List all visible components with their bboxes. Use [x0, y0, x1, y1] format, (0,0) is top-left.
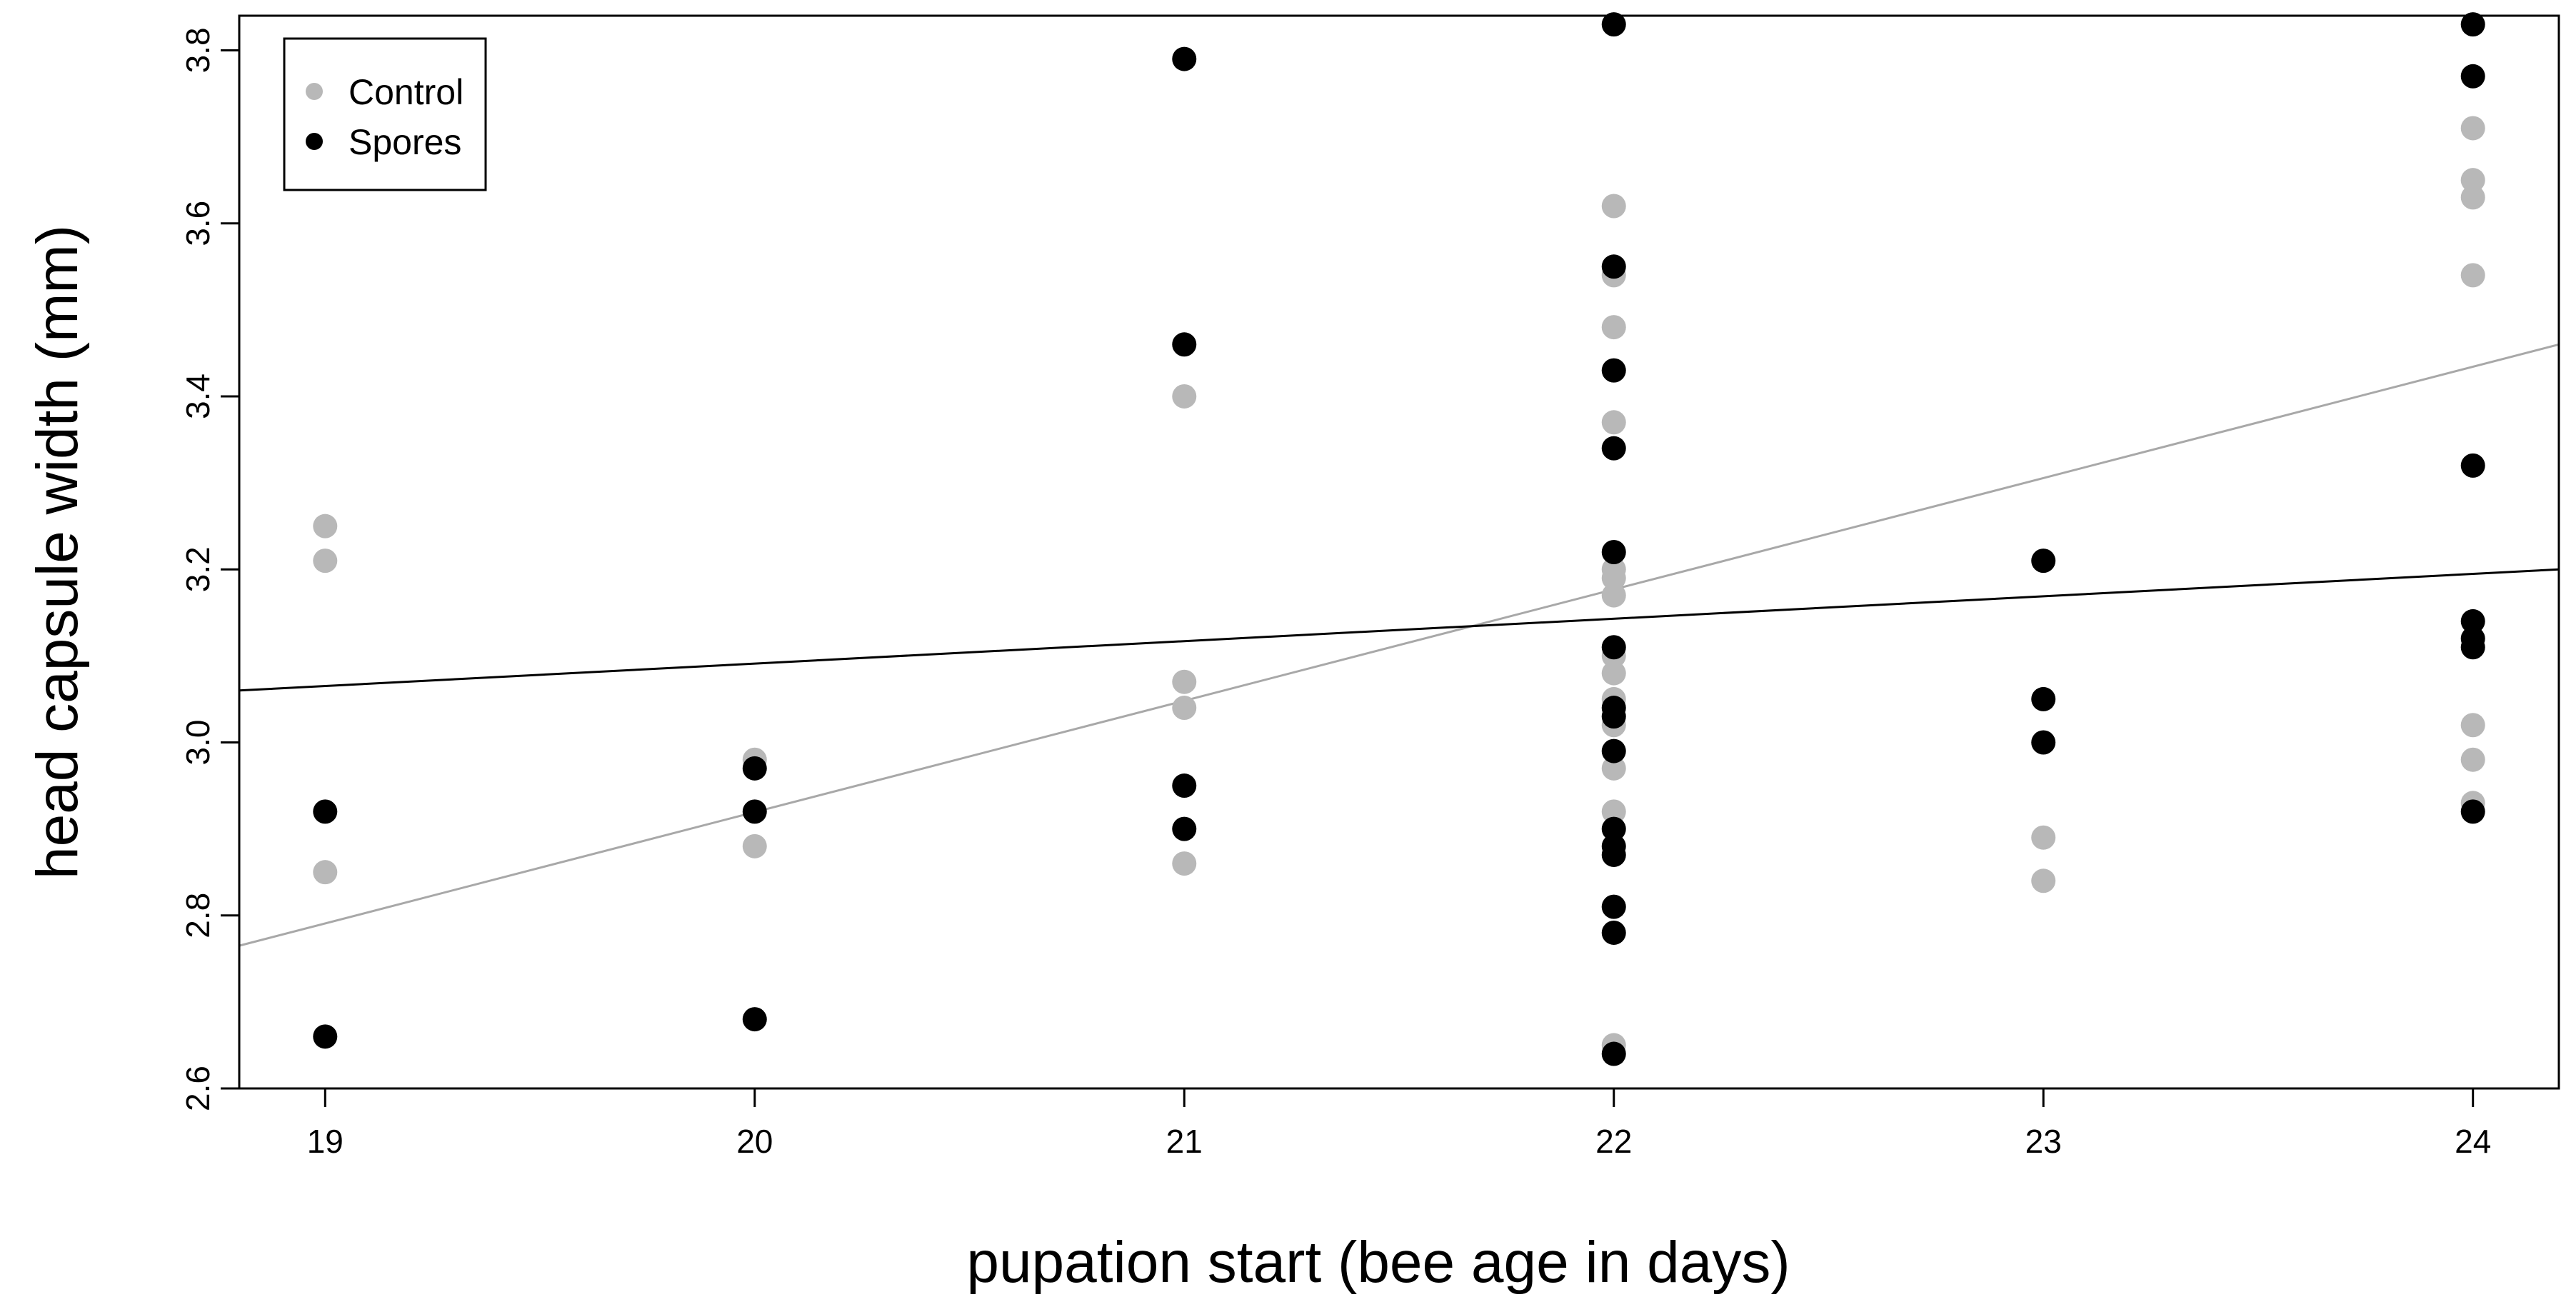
- point-spores: [2460, 12, 2485, 37]
- y-tick-label: 2.6: [179, 1066, 216, 1111]
- legend-marker-control: [306, 83, 323, 100]
- legend-label-control: Control: [349, 72, 463, 112]
- point-control: [313, 860, 338, 885]
- fit-line-control: [239, 343, 2560, 947]
- point-control: [2460, 116, 2485, 141]
- data-points: [313, 12, 2485, 1066]
- plot-frame: [238, 14, 2560, 1090]
- point-control: [2460, 713, 2485, 738]
- point-control: [2031, 825, 2056, 850]
- point-control: [1172, 851, 1197, 876]
- point-spores: [1172, 46, 1197, 71]
- fit-line-spores: [239, 568, 2560, 692]
- x-axis-title: pupation start (bee age in days): [966, 1230, 1790, 1295]
- point-spores: [1601, 738, 1626, 763]
- point-control: [1601, 799, 1626, 824]
- legend-box: [283, 37, 487, 191]
- point-spores: [1601, 920, 1626, 945]
- point-spores: [1601, 254, 1626, 279]
- point-control: [2460, 263, 2485, 288]
- point-spores: [1172, 816, 1197, 841]
- point-spores: [742, 756, 767, 781]
- point-control: [2460, 185, 2485, 210]
- point-spores: [1601, 704, 1626, 729]
- y-tick-label: 3.2: [179, 546, 216, 592]
- x-tick-label: 21: [1166, 1123, 1203, 1160]
- point-spores: [2460, 799, 2485, 824]
- x-tick-label: 20: [736, 1123, 773, 1160]
- point-spores: [1172, 332, 1197, 357]
- legend: Control Spores: [283, 37, 487, 191]
- point-spores: [1601, 816, 1626, 841]
- point-control: [742, 833, 767, 858]
- point-control: [1172, 696, 1197, 721]
- point-control: [2460, 747, 2485, 772]
- x-tick-label: 19: [307, 1123, 344, 1160]
- point-control: [2031, 868, 2056, 893]
- point-control: [1601, 583, 1626, 608]
- legend-label-spores: Spores: [349, 122, 461, 162]
- point-spores: [313, 799, 338, 824]
- point-spores: [742, 1007, 767, 1032]
- y-tick-label: 3.6: [179, 201, 216, 246]
- point-control: [1601, 194, 1626, 219]
- point-control: [1601, 410, 1626, 435]
- point-spores: [1172, 773, 1197, 798]
- point-control: [1172, 669, 1197, 694]
- point-spores: [2460, 635, 2485, 660]
- point-control: [313, 549, 338, 574]
- y-tick-label: 3.8: [179, 27, 216, 73]
- x-tick-label: 24: [2455, 1123, 2491, 1160]
- point-control: [313, 514, 338, 539]
- point-spores: [1601, 540, 1626, 564]
- legend-marker-spores: [306, 133, 323, 150]
- point-spores: [1601, 12, 1626, 37]
- point-spores: [313, 1024, 338, 1049]
- point-spores: [1601, 842, 1626, 867]
- point-control: [2460, 168, 2485, 193]
- point-spores: [1601, 635, 1626, 660]
- point-control: [1601, 756, 1626, 781]
- point-control: [1601, 315, 1626, 340]
- x-tick-label: 23: [2025, 1123, 2062, 1160]
- y-tick-label: 3.0: [179, 720, 216, 766]
- point-spores: [742, 799, 767, 824]
- point-spores: [2031, 686, 2056, 711]
- point-control: [1601, 661, 1626, 686]
- point-spores: [1601, 1041, 1626, 1066]
- point-spores: [2460, 453, 2485, 478]
- point-spores: [1601, 358, 1626, 383]
- point-spores: [1601, 894, 1626, 919]
- fit-lines: [239, 343, 2560, 947]
- point-spores: [1601, 436, 1626, 461]
- point-spores: [2460, 609, 2485, 634]
- point-spores: [2031, 730, 2056, 755]
- y-tick-label: 2.8: [179, 893, 216, 938]
- axis-ticks: 19 20 21 22 23 24 2.6 2.8 3.0 3.2 3.4 3.6 3.8: [179, 27, 2491, 1160]
- point-spores: [2460, 64, 2485, 89]
- x-tick-label: 22: [1595, 1123, 1632, 1160]
- point-control: [1601, 566, 1626, 591]
- point-spores: [2031, 549, 2056, 574]
- point-control: [1172, 384, 1197, 409]
- y-tick-label: 3.4: [179, 374, 216, 419]
- y-axis-title: head capsule width (mm): [25, 225, 90, 879]
